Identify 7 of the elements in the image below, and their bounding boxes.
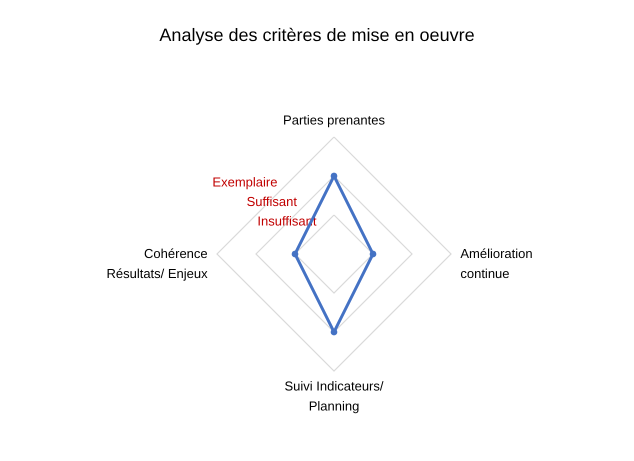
y-tick-label: Exemplaire bbox=[212, 174, 278, 190]
spoke-label: Amélioration continue bbox=[460, 246, 533, 281]
spoke-label: Suivi Indicateurs/ Planning bbox=[284, 378, 384, 414]
spoke-label: Cohérence Résultats/ Enjeux bbox=[106, 246, 208, 281]
chart-title: Analyse des critères de mise en oeuvre bbox=[159, 25, 475, 45]
y-tick-label: Suffisant bbox=[246, 194, 298, 210]
spoke-label: Parties prenantes bbox=[283, 112, 386, 128]
